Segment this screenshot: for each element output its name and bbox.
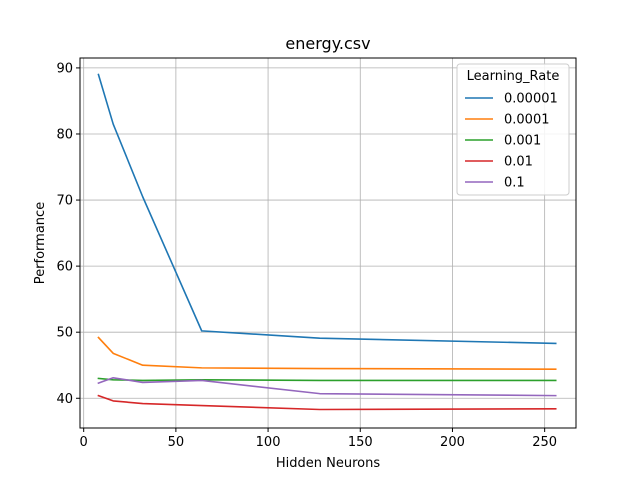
- chart-title: energy.csv: [285, 34, 370, 53]
- x-tick-label: 150: [348, 435, 373, 450]
- series-line-0.01: [97, 394, 557, 411]
- x-tick-label: 100: [256, 435, 281, 450]
- y-tick-label: 50: [56, 326, 73, 341]
- plot-frame: [79, 57, 577, 429]
- legend: Learning_Rate 0.00001 0.0001 0.001 0.01 0.1: [456, 63, 570, 196]
- x-tick-label: 200: [440, 435, 465, 450]
- legend-label-0.1: 0.1: [504, 176, 525, 191]
- x-axis-ticks: 0 50 100 150 200 250: [80, 428, 557, 450]
- series-line-0.00001: [97, 73, 557, 345]
- legend-label-0.01: 0.01: [504, 155, 533, 170]
- legend-box: [456, 63, 570, 196]
- x-tick-label: 0: [80, 435, 88, 450]
- x-tick-label: 250: [532, 435, 557, 450]
- y-tick-label: 70: [56, 194, 73, 209]
- x-tick-label: 50: [168, 435, 185, 450]
- legend-title: Learning_Rate: [467, 69, 560, 84]
- y-tick-label: 90: [56, 61, 73, 76]
- legend-label-0.0001: 0.0001: [504, 113, 550, 128]
- series-line-0.0001: [97, 336, 557, 371]
- series-line-0.1: [97, 376, 557, 397]
- legend-label-0.001: 0.001: [504, 134, 541, 149]
- y-axis-ticks: 40 50 60 70 80 90: [56, 61, 80, 407]
- legend-label-0.00001: 0.00001: [504, 92, 558, 107]
- y-tick-label: 60: [56, 260, 73, 275]
- y-tick-label: 80: [56, 127, 73, 142]
- series-lines: [97, 73, 557, 411]
- series-line-0.001: [97, 377, 557, 382]
- y-axis-label: Performance: [33, 202, 48, 284]
- y-tick-label: 40: [56, 392, 73, 407]
- x-axis-label: Hidden Neurons: [276, 456, 380, 471]
